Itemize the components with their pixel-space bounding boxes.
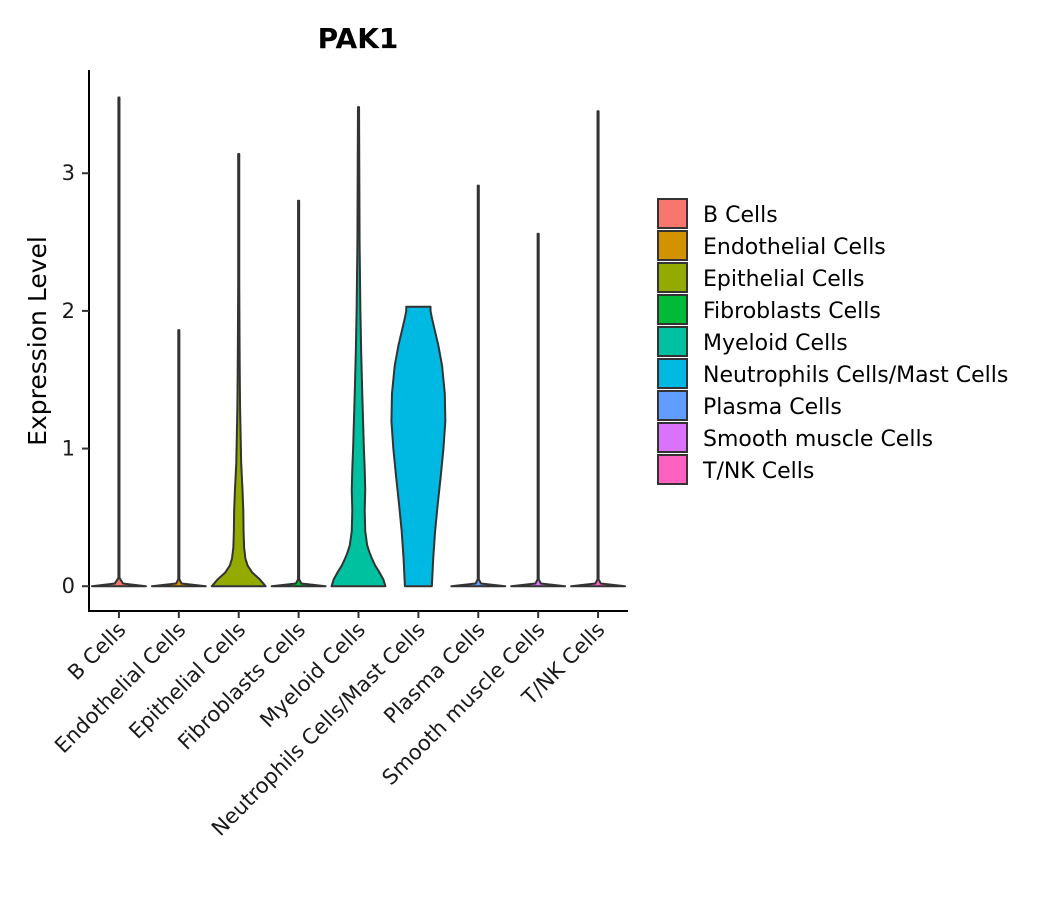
violin-b-cells: [90, 96, 147, 588]
violin-t-nk-cells: [570, 110, 627, 588]
legend-key-plasma-cells: [657, 390, 688, 421]
chart-title: PAK1: [318, 22, 399, 55]
legend-label-smooth-muscle-cells: Smooth muscle Cells: [703, 427, 933, 452]
violin-myeloid-cells: [330, 106, 387, 588]
y-axis-label: Expression Level: [23, 236, 52, 446]
legend-key-t-nk-cells: [657, 454, 688, 485]
violin-epithelial-cells: [210, 152, 267, 588]
y-axis-ticks: 0 1 2 3: [62, 161, 89, 598]
legend-key-myeloid-cells: [657, 326, 688, 357]
legend: B Cells Endothelial Cells Epithelial Cells…: [657, 198, 1008, 485]
legend-label-endothelial-cells: Endothelial Cells: [703, 235, 886, 260]
legend-key-fibroblasts-cells: [657, 294, 688, 325]
legend-key-smooth-muscle-cells: [657, 422, 688, 453]
y-tick-label-0: 0: [62, 574, 75, 598]
y-tick-label-2: 2: [62, 299, 75, 323]
violin-endothelial-cells: [150, 329, 207, 588]
legend-label-fibroblasts-cells: Fibroblasts Cells: [703, 299, 881, 324]
legend-label-neutrophils-cells-mast-cells: Neutrophils Cells/Mast Cells: [703, 363, 1008, 388]
violin-plasma-cells: [450, 184, 507, 588]
legend-key-epithelial-cells: [657, 262, 688, 293]
legend-key-b-cells: [657, 198, 688, 229]
violin-layer: [90, 96, 627, 588]
legend-label-myeloid-cells: Myeloid Cells: [703, 331, 848, 356]
violin-smooth-muscle-cells: [510, 232, 567, 588]
violin-neutrophils-cells-mast-cells: [390, 305, 447, 588]
legend-key-neutrophils-cells-mast-cells: [657, 358, 688, 389]
legend-label-epithelial-cells: Epithelial Cells: [703, 267, 864, 292]
violin-fibroblasts-cells: [270, 199, 327, 588]
legend-label-b-cells: B Cells: [703, 203, 778, 228]
legend-label-t-nk-cells: T/NK Cells: [702, 459, 814, 484]
x-tick-label-myeloid-cells: Myeloid Cells: [255, 618, 370, 733]
y-tick-label-3: 3: [62, 161, 75, 185]
legend-label-plasma-cells: Plasma Cells: [703, 395, 842, 420]
legend-key-endothelial-cells: [657, 230, 688, 261]
y-tick-label-1: 1: [62, 437, 75, 461]
